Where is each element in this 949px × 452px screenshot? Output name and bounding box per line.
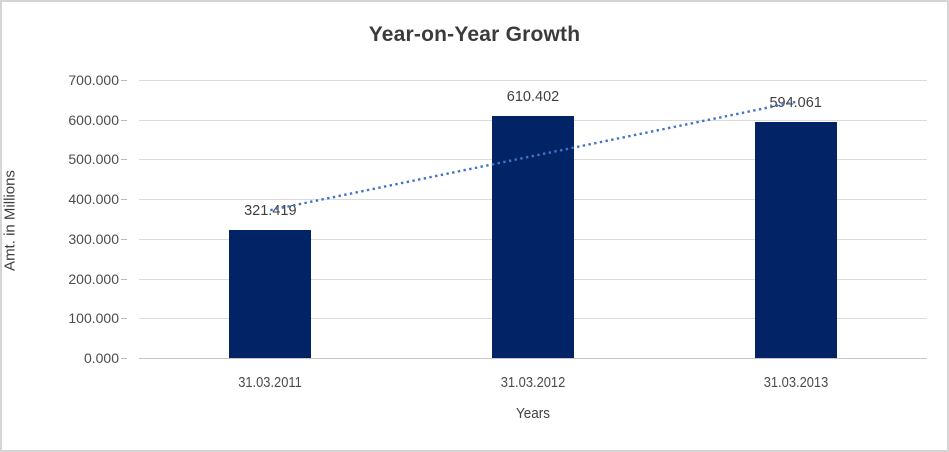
y-tick-label: 0.000 xyxy=(83,350,119,366)
y-tick-label: 400.000 xyxy=(68,191,119,208)
x-tick-label: 31.03.2012 xyxy=(500,374,566,391)
bar-31.03.2011 xyxy=(229,230,312,358)
y-axis-tick xyxy=(121,159,127,161)
y-tick-label: 700.000 xyxy=(68,72,119,88)
chart-title: Year-on-Year Growth xyxy=(368,23,581,46)
y-axis-tick xyxy=(121,80,127,81)
gridline xyxy=(139,80,927,81)
y-axis-tick xyxy=(121,358,127,359)
y-tick-label: 300.000 xyxy=(68,230,119,247)
y-tick-label: 100.000 xyxy=(68,310,119,327)
y-tick-label: 500.000 xyxy=(68,151,119,168)
y-axis-tick xyxy=(121,318,127,320)
x-axis-line xyxy=(139,358,927,359)
y-axis-tick xyxy=(121,238,127,240)
y-tick-label: 600.000 xyxy=(68,111,119,128)
y-axis-tick xyxy=(121,199,127,201)
x-tick-label: 31.03.2013 xyxy=(763,374,828,391)
data-label: 321.419 xyxy=(244,203,297,220)
bar-31.03.2012 xyxy=(492,115,574,358)
bar-31.03.2013 xyxy=(754,122,837,358)
data-label: 594.061 xyxy=(769,95,822,112)
x-tick-label: 31.03.2011 xyxy=(238,374,303,391)
y-axis-title: Amt. in Millions xyxy=(1,170,19,271)
y-axis-tick xyxy=(121,119,127,121)
x-axis-title: Years xyxy=(515,405,551,422)
data-label: 610.402 xyxy=(506,88,560,105)
y-axis-tick xyxy=(121,278,127,280)
y-tick-label: 200.000 xyxy=(68,270,119,287)
